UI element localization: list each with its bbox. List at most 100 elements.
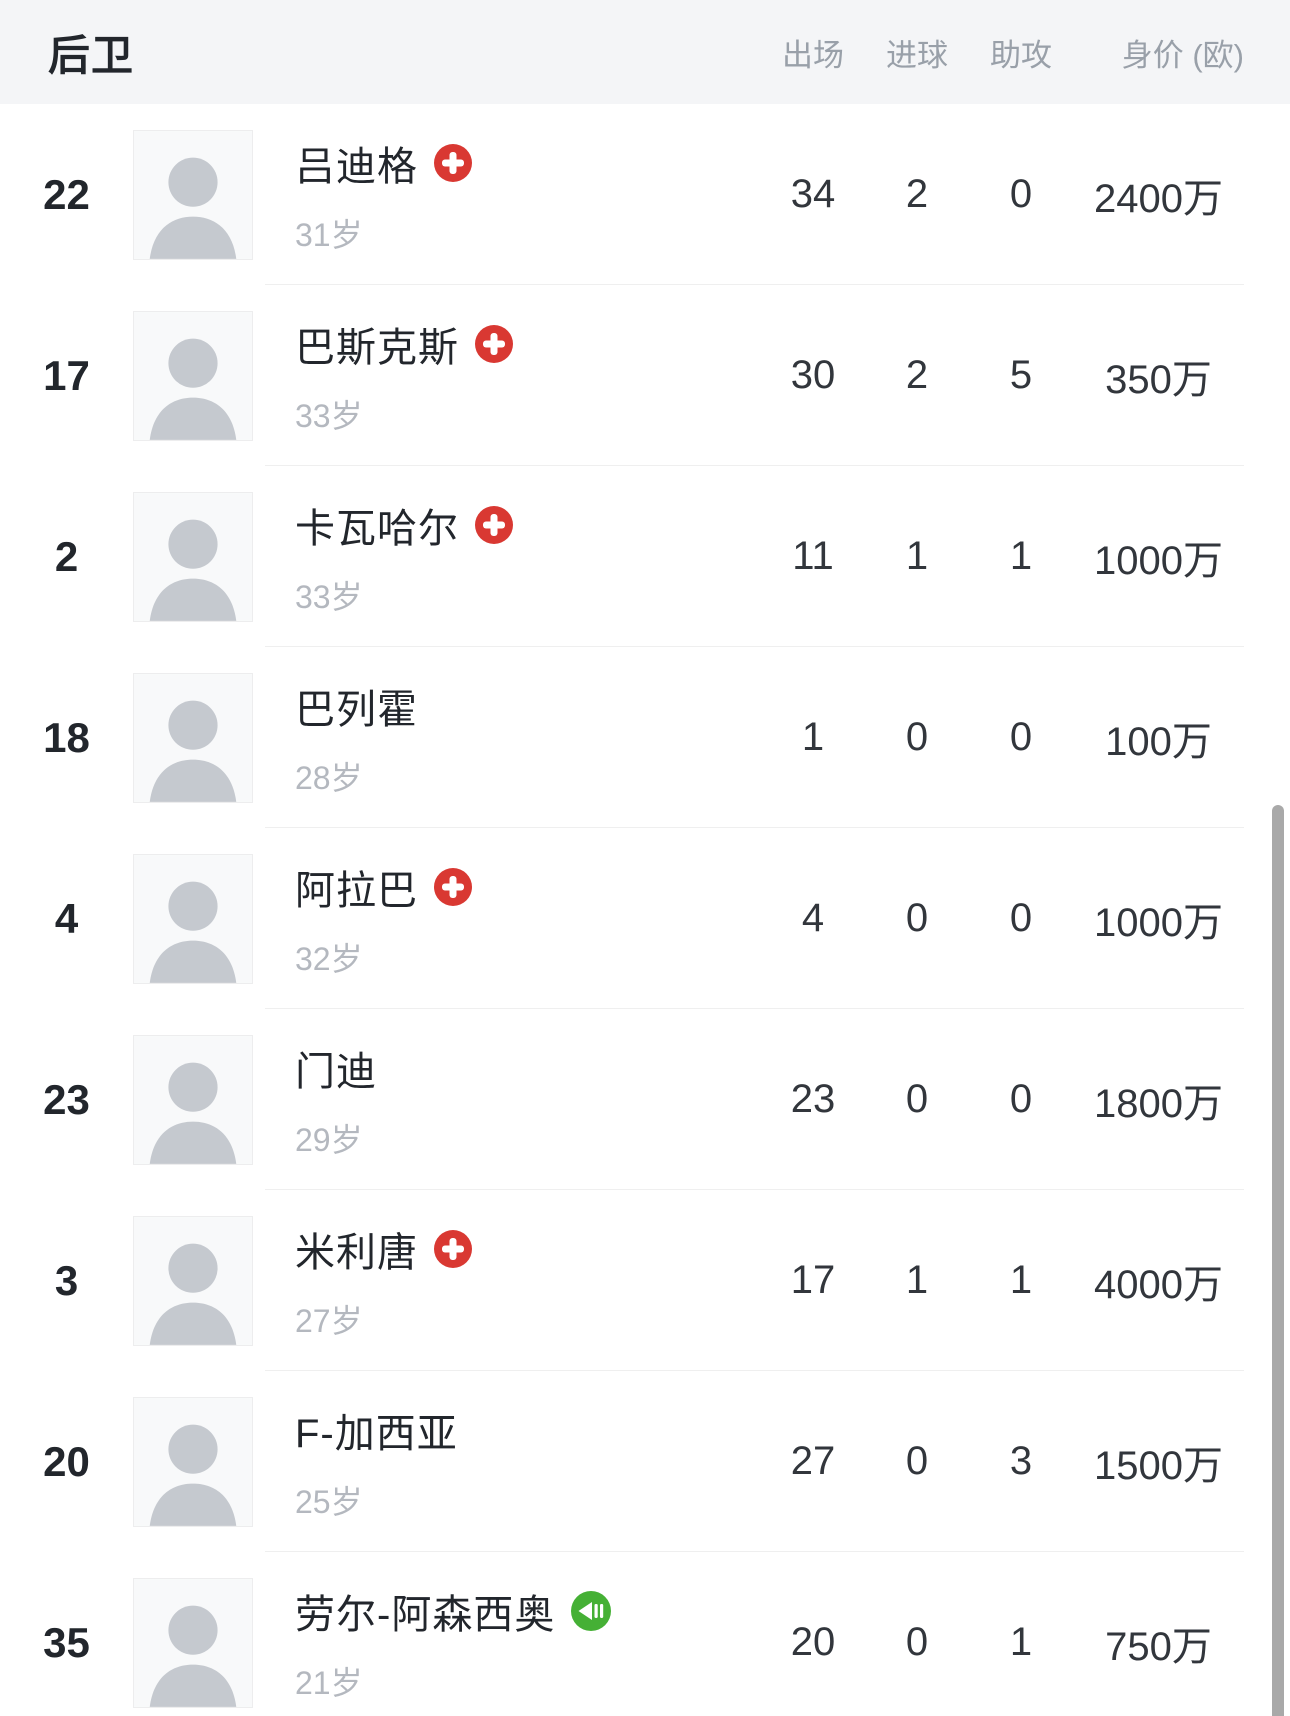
stat-assists: 3 bbox=[1009, 1439, 1033, 1483]
stat-apps: 30 bbox=[790, 353, 836, 397]
player-age: 27岁 bbox=[295, 1302, 363, 1339]
stat-assists: 0 bbox=[1009, 896, 1033, 940]
player-info: 阿拉巴 32岁 bbox=[253, 858, 761, 980]
player-row[interactable]: 17 巴斯克斯 33岁 bbox=[0, 285, 1290, 466]
injury-icon bbox=[475, 505, 513, 544]
player-age: 31岁 bbox=[295, 216, 363, 253]
player-photo bbox=[133, 1034, 253, 1165]
stat-goals: 0 bbox=[905, 715, 929, 759]
section-header: 后卫 出场 进球 助攻 身价 (欧) bbox=[0, 0, 1290, 104]
player-age: 28岁 bbox=[295, 759, 363, 796]
player-info: 巴列霍 28岁 bbox=[253, 677, 761, 799]
player-info: F-加西亚 25岁 bbox=[253, 1401, 761, 1523]
player-avatar bbox=[134, 854, 252, 983]
player-avatar bbox=[134, 130, 252, 259]
player-info: 门迪 29岁 bbox=[253, 1039, 761, 1161]
position-title: 后卫 bbox=[48, 31, 135, 79]
stat-assists: 1 bbox=[1009, 1258, 1033, 1302]
player-avatar bbox=[134, 311, 252, 440]
player-row[interactable]: 22 吕迪格 31岁 bbox=[0, 104, 1290, 285]
stat-value: 350万 bbox=[1105, 357, 1212, 402]
stat-goals: 0 bbox=[905, 1077, 929, 1121]
stat-goals: 2 bbox=[905, 172, 929, 216]
player-number: 23 bbox=[43, 1075, 90, 1123]
player-row[interactable]: 20 F-加西亚 25岁 bbox=[0, 1371, 1290, 1552]
player-avatar bbox=[134, 1035, 252, 1164]
stat-goals: 1 bbox=[905, 534, 929, 578]
stat-assists: 1 bbox=[1009, 1620, 1033, 1664]
player-name: 卡瓦哈尔 bbox=[295, 506, 459, 551]
column-header-assists: 助攻 bbox=[990, 37, 1052, 73]
stat-apps: 27 bbox=[790, 1439, 836, 1483]
player-number: 3 bbox=[54, 1256, 79, 1304]
player-info: 巴斯克斯 33岁 bbox=[253, 315, 761, 437]
stat-goals: 1 bbox=[905, 1258, 929, 1302]
stat-goals: 0 bbox=[905, 1620, 929, 1664]
stat-apps: 20 bbox=[790, 1620, 836, 1664]
stat-value: 2400万 bbox=[1094, 176, 1223, 221]
stat-value: 1800万 bbox=[1094, 1081, 1223, 1126]
stat-assists: 5 bbox=[1009, 353, 1033, 397]
player-age: 32岁 bbox=[295, 940, 363, 977]
scrollbar-thumb[interactable] bbox=[1272, 805, 1284, 1716]
player-avatar bbox=[134, 492, 252, 621]
player-avatar bbox=[134, 1397, 252, 1526]
injury-icon bbox=[434, 1229, 472, 1268]
player-name: 阿拉巴 bbox=[295, 868, 418, 913]
player-photo bbox=[133, 1577, 253, 1708]
player-photo bbox=[133, 1396, 253, 1527]
stat-apps: 1 bbox=[801, 715, 825, 759]
stat-goals: 0 bbox=[905, 1439, 929, 1483]
column-header-apps: 出场 bbox=[782, 37, 844, 73]
player-number: 20 bbox=[43, 1437, 90, 1485]
player-age: 21岁 bbox=[295, 1664, 363, 1701]
player-age: 33岁 bbox=[295, 397, 363, 434]
stat-assists: 0 bbox=[1009, 1077, 1033, 1121]
player-list: 2 2 吕迪格 31岁 bbox=[0, 104, 1290, 1716]
stat-apps: 4 bbox=[801, 896, 825, 940]
player-photo bbox=[133, 672, 253, 803]
column-header-value: 身价 (欧) bbox=[1121, 37, 1244, 73]
player-row[interactable]: 3 米利唐 27岁 bbox=[0, 1190, 1290, 1371]
player-row[interactable]: 18 巴列霍 28岁 bbox=[0, 647, 1290, 828]
player-row[interactable]: 4 阿拉巴 32岁 bbox=[0, 828, 1290, 1009]
stat-apps: 34 bbox=[790, 172, 836, 216]
player-name: 劳尔-阿森西奥 bbox=[295, 1592, 556, 1637]
player-photo bbox=[133, 1215, 253, 1346]
player-name: 门迪 bbox=[295, 1049, 377, 1094]
stat-apps: 11 bbox=[792, 534, 834, 578]
player-avatar bbox=[134, 1578, 252, 1707]
stat-goals: 2 bbox=[905, 353, 929, 397]
player-info: 卡瓦哈尔 33岁 bbox=[253, 496, 761, 618]
player-number: 35 bbox=[43, 1618, 90, 1666]
player-row[interactable]: 23 门迪 29岁 bbox=[0, 1009, 1290, 1190]
player-number: 4 bbox=[54, 894, 79, 942]
column-header-goals: 进球 bbox=[886, 37, 948, 73]
stat-value: 100万 bbox=[1105, 719, 1212, 764]
injury-icon bbox=[434, 143, 472, 182]
player-row[interactable]: 2 卡瓦哈尔 33岁 bbox=[0, 466, 1290, 647]
player-name: F-加西亚 bbox=[295, 1411, 458, 1456]
player-photo bbox=[133, 310, 253, 441]
stat-apps: 23 bbox=[790, 1077, 836, 1121]
injury-icon bbox=[434, 867, 472, 906]
player-age: 29岁 bbox=[295, 1121, 363, 1158]
player-age: 33岁 bbox=[295, 578, 363, 615]
player-photo bbox=[133, 129, 253, 260]
stat-apps: 17 bbox=[790, 1258, 836, 1302]
stat-goals: 0 bbox=[905, 896, 929, 940]
player-number: 18 bbox=[43, 713, 90, 761]
stat-value: 750万 bbox=[1105, 1624, 1212, 1669]
stat-value: 1000万 bbox=[1094, 538, 1223, 583]
stat-assists: 0 bbox=[1009, 172, 1033, 216]
player-number: 2 bbox=[54, 532, 79, 580]
player-name: 巴斯克斯 bbox=[295, 325, 459, 370]
player-name: 吕迪格 bbox=[295, 144, 418, 189]
player-photo bbox=[133, 853, 253, 984]
player-info: 米利唐 27岁 bbox=[253, 1220, 761, 1342]
player-name: 巴列霍 bbox=[295, 687, 418, 732]
player-avatar bbox=[134, 673, 252, 802]
player-number: 17 bbox=[43, 351, 90, 399]
player-row[interactable]: 35 劳尔-阿森西奥 21岁 bbox=[0, 1552, 1290, 1716]
